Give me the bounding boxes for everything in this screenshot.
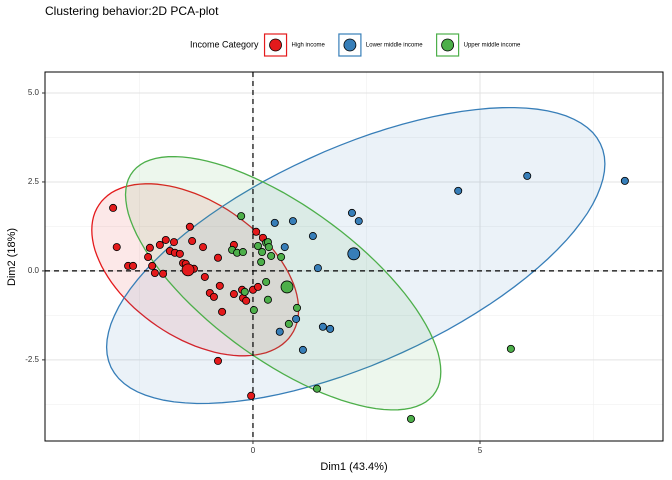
point [308, 232, 317, 241]
point [199, 243, 208, 252]
point [218, 307, 227, 316]
point [200, 272, 209, 281]
point [238, 248, 247, 257]
point [129, 261, 138, 270]
y-tick-label: -2.5 [25, 355, 39, 364]
point [313, 264, 322, 273]
point [112, 243, 121, 252]
point [506, 344, 515, 353]
centroid [347, 247, 361, 261]
point [109, 203, 118, 212]
point [275, 327, 284, 336]
point [185, 222, 194, 231]
point [161, 235, 170, 244]
centroid [181, 263, 195, 277]
y-tick-label: 2.5 [28, 177, 40, 186]
point [262, 277, 271, 286]
point [293, 303, 302, 312]
point [298, 345, 307, 354]
y-tick-label: 0.0 [28, 266, 40, 275]
point [214, 253, 223, 262]
point [454, 186, 463, 195]
point [150, 269, 159, 278]
point [270, 218, 279, 227]
y-axis-label: Dim2 (18%) [6, 228, 18, 286]
point [209, 292, 218, 301]
point [229, 290, 238, 299]
point [523, 171, 532, 180]
x-axis-label: Dim1 (43.4%) [320, 461, 387, 473]
point [267, 251, 276, 260]
point [347, 208, 356, 217]
chart-title: Clustering behavior:2D PCA-plot [45, 4, 219, 18]
legend-label: Lower middle income [366, 43, 423, 49]
point [257, 258, 266, 267]
point [258, 248, 267, 257]
point [292, 314, 301, 323]
point [215, 281, 224, 290]
legend-swatch [441, 38, 455, 52]
point [253, 282, 262, 291]
point [312, 384, 321, 393]
plot-border [44, 71, 664, 442]
point [169, 238, 178, 247]
point [280, 243, 289, 252]
legend-title: Income Category [190, 39, 259, 49]
centroid [280, 280, 294, 294]
point [214, 356, 223, 365]
point [354, 217, 363, 226]
point [159, 269, 168, 278]
y-tick-label: 5.0 [28, 88, 40, 97]
reference-lines [45, 72, 663, 441]
point [247, 391, 256, 400]
x-tick-label: 0 [251, 446, 256, 455]
point [620, 176, 629, 185]
point [249, 306, 258, 315]
ticks: 0 5 5.0 2.5 0.0 -2.5 [25, 88, 483, 455]
legend-swatch [269, 38, 282, 52]
points [109, 171, 629, 423]
point [284, 319, 293, 328]
point [144, 253, 153, 262]
x-tick-label: 5 [478, 446, 483, 455]
point [288, 217, 297, 226]
point [148, 261, 157, 270]
point [237, 212, 246, 221]
point [252, 227, 261, 236]
point [155, 240, 164, 249]
point [242, 296, 251, 305]
point [188, 237, 197, 246]
point [145, 243, 154, 252]
legend-label: Upper middle income [464, 43, 521, 49]
point [264, 243, 273, 252]
point [263, 295, 272, 304]
point [406, 414, 415, 423]
point [326, 324, 335, 333]
legend-label: High income [292, 43, 326, 49]
point [318, 322, 327, 331]
point [253, 242, 262, 251]
legend: Income Category High income Lower middle i… [190, 33, 521, 57]
point [175, 249, 184, 258]
legend-swatch [343, 38, 357, 52]
point [240, 287, 249, 296]
point [277, 253, 286, 262]
